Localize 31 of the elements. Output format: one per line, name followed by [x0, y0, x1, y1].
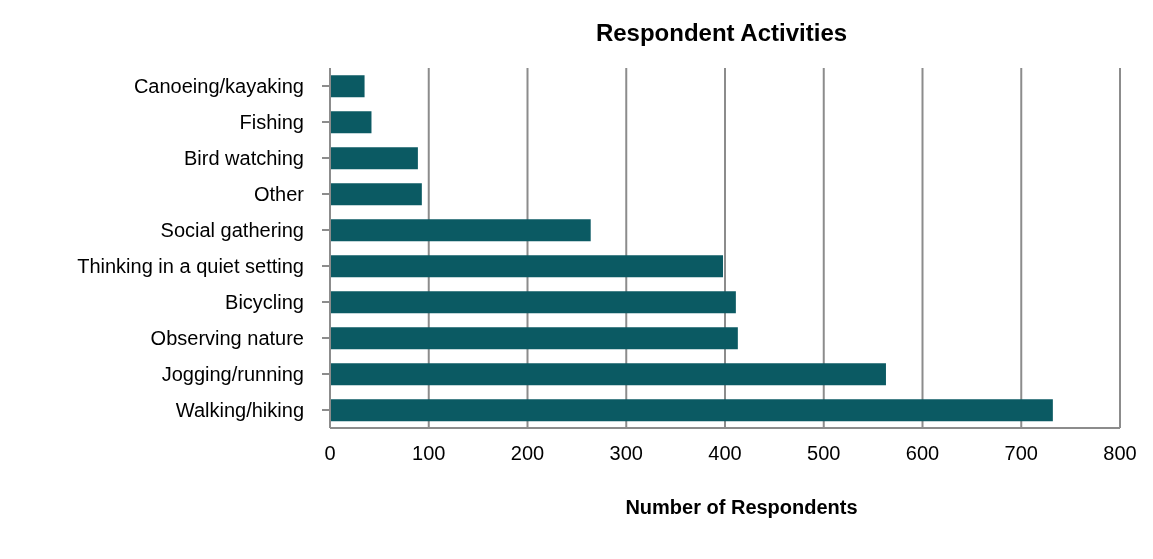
bar — [330, 255, 724, 278]
y-tick-label: Social gathering — [160, 219, 304, 242]
y-tick-label: Other — [253, 183, 305, 206]
bar — [330, 219, 591, 242]
bar — [330, 291, 736, 314]
x-tick-label: 200 — [510, 442, 545, 465]
y-tick-label: Fishing — [239, 111, 304, 134]
y-tick-label: Jogging/running — [161, 363, 304, 386]
y-tick-label: Bird watching — [183, 147, 304, 170]
bar — [330, 147, 418, 170]
y-tick-label: Canoeing/kayaking — [133, 75, 304, 98]
bar — [330, 75, 365, 98]
x-tick-label: 700 — [1004, 442, 1038, 465]
bar — [330, 111, 372, 134]
bar — [330, 399, 1053, 422]
x-tick-label: 500 — [807, 442, 841, 465]
x-tick-label: 600 — [905, 442, 940, 465]
chart-title: Respondent Activities — [594, 18, 849, 48]
x-tick-label: 800 — [1103, 442, 1137, 465]
x-axis-title: Number of Respondents — [624, 496, 859, 519]
y-tick-label: Thinking in a quiet setting — [77, 255, 304, 278]
x-tick-label: 0 — [324, 442, 336, 465]
bar — [330, 327, 738, 350]
y-tick-label: Walking/hiking — [175, 399, 304, 422]
bar — [330, 363, 886, 386]
y-tick-label: Observing nature — [150, 327, 304, 350]
bar — [330, 183, 422, 206]
y-tick-label: Bicycling — [225, 291, 304, 314]
x-tick-label: 100 — [412, 442, 446, 465]
x-tick-label: 400 — [708, 442, 742, 465]
x-tick-label: 300 — [609, 442, 643, 465]
